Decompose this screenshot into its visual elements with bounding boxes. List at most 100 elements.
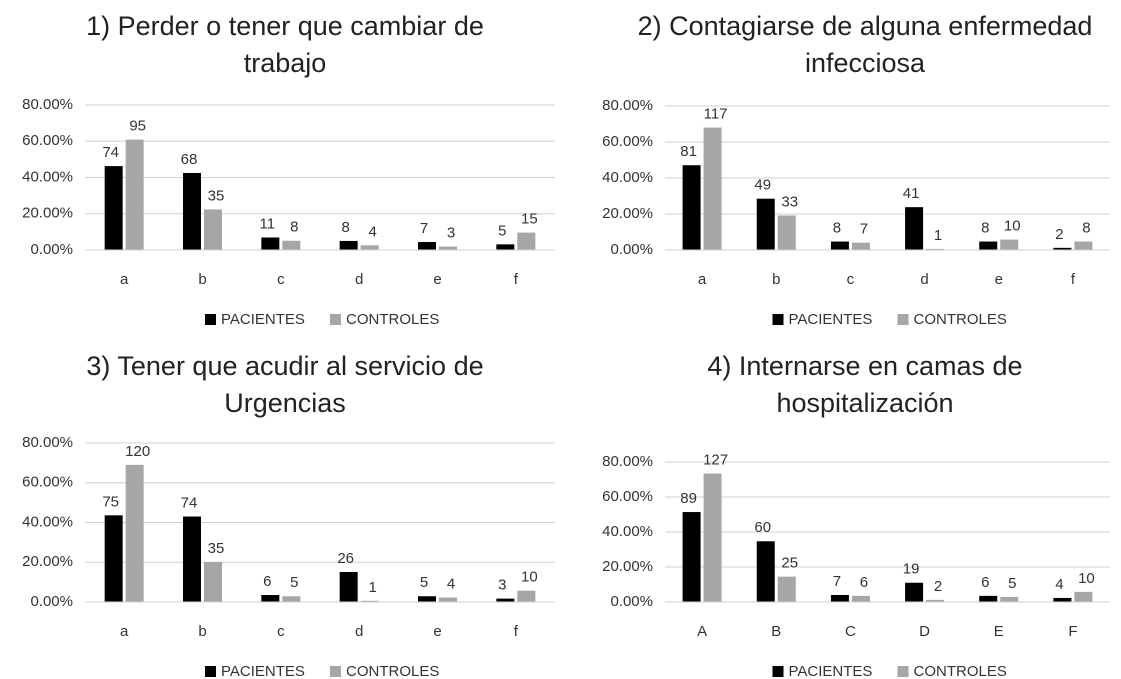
data-label: 7 — [833, 573, 841, 590]
data-label: 6 — [263, 573, 271, 590]
legend-swatch — [330, 666, 341, 677]
bar — [777, 215, 796, 250]
legend-swatch — [897, 314, 909, 325]
data-label: 89 — [680, 490, 697, 507]
chart-title: 3) Tener que acudir al servicio de Urgen… — [86, 351, 484, 418]
x-tick-label: f — [1071, 271, 1076, 288]
data-label: 10 — [521, 569, 538, 586]
legend-label: PACIENTES — [221, 663, 305, 679]
data-label: 5 — [1008, 575, 1016, 592]
data-label: 95 — [129, 118, 146, 135]
bar — [125, 139, 144, 250]
data-label: 6 — [860, 574, 868, 591]
y-tick-label: 60.00% — [602, 488, 653, 505]
chart-panel: 0.00% 20.00% 40.00% 60.00% 80.00% a 81 117 b 49 33… — [560, 0, 1120, 339]
data-label: 33 — [781, 193, 798, 210]
data-label: 10 — [1004, 218, 1021, 235]
data-label: 19 — [903, 561, 920, 578]
data-label: 4 — [447, 575, 455, 592]
data-label: 8 — [1082, 220, 1090, 237]
bar — [682, 512, 701, 602]
legend-label: PACIENTES — [789, 311, 873, 328]
bar — [517, 232, 536, 250]
x-tick-label: E — [994, 623, 1004, 640]
bar — [282, 240, 301, 250]
y-tick-label: 0.00% — [30, 593, 73, 610]
y-tick-label: 60.00% — [22, 132, 73, 149]
legend-swatch — [205, 666, 216, 677]
data-label: 49 — [754, 177, 771, 194]
bar — [204, 209, 222, 250]
legend-swatch — [772, 314, 784, 325]
legend-swatch — [205, 314, 216, 325]
chart: 0.00%20.00%40.00%60.00%80.00%A89127B6025… — [602, 452, 1110, 679]
data-label: 4 — [368, 223, 376, 240]
bar — [261, 595, 280, 602]
x-tick-label: a — [120, 623, 129, 640]
x-tick-label: c — [277, 271, 285, 288]
legend-label: CONTROLES — [346, 663, 439, 679]
chart: 0.00%20.00%40.00%60.00%80.00%a81117b4933… — [602, 97, 1110, 328]
x-tick-label: d — [355, 623, 363, 640]
x-tick-label: b — [772, 271, 780, 288]
y-tick-label: 80.00% — [602, 97, 653, 114]
bar — [282, 596, 301, 602]
data-label: 5 — [290, 574, 298, 591]
y-tick-label: 40.00% — [22, 513, 73, 530]
bar — [682, 165, 701, 250]
bar — [1053, 247, 1072, 250]
bar — [339, 240, 358, 250]
data-label: 5 — [498, 222, 506, 239]
bar — [1074, 591, 1093, 602]
data-label: 6 — [981, 574, 989, 591]
x-tick-label: a — [120, 271, 129, 288]
y-tick-label: 20.00% — [22, 553, 73, 570]
y-tick-label: 20.00% — [22, 205, 73, 222]
legend-label: CONTROLES — [346, 311, 439, 328]
chart-panel: 0.00% 20.00% 40.00% 60.00% 80.00% A 89 127 B 60 25… — [560, 340, 1120, 679]
y-tick-label: 60.00% — [602, 133, 653, 150]
data-label: 8 — [981, 220, 989, 237]
x-tick-label: A — [697, 623, 707, 640]
bar — [851, 242, 870, 250]
chart-panel: 0.00% 20.00% 40.00% 60.00% 80.00% a 75 120 b 74 35… — [0, 340, 560, 679]
x-tick-label: C — [845, 623, 856, 640]
bar — [703, 473, 722, 602]
bar — [183, 516, 201, 602]
x-tick-label: b — [198, 271, 206, 288]
bar — [125, 464, 144, 602]
x-tick-label: d — [355, 271, 363, 288]
data-label: 26 — [337, 550, 354, 567]
chart: 0.00%20.00%40.00%60.00%80.00%a7495b6835c… — [22, 96, 555, 328]
y-tick-label: 20.00% — [602, 558, 653, 575]
x-tick-label: D — [919, 623, 930, 640]
bar — [104, 166, 123, 250]
x-tick-label: c — [277, 623, 285, 640]
x-tick-label: B — [771, 623, 781, 640]
bar — [979, 241, 998, 250]
data-label: 8 — [290, 219, 298, 236]
chart-title: 2) Contagiarse de alguna enfermedad infe… — [637, 11, 1093, 78]
data-label: 1 — [368, 579, 376, 596]
bar — [777, 576, 796, 602]
bar — [1053, 597, 1072, 602]
data-label: 41 — [903, 185, 920, 202]
data-label: 25 — [781, 555, 798, 572]
bar — [1000, 239, 1019, 250]
data-label: 74 — [181, 495, 198, 512]
x-tick-label: e — [995, 271, 1003, 288]
bar — [496, 598, 515, 602]
x-tick-label: e — [433, 271, 441, 288]
y-tick-label: 60.00% — [22, 474, 73, 491]
y-tick-label: 80.00% — [22, 96, 73, 113]
chart-panel: 0.00% 20.00% 40.00% 60.00% 80.00% a 74 95 b 68 35 c… — [0, 0, 560, 339]
y-tick-label: 40.00% — [602, 169, 653, 186]
bar — [439, 246, 457, 250]
bar — [439, 597, 457, 602]
data-label: 3 — [498, 577, 506, 594]
legend-label: PACIENTES — [221, 311, 305, 328]
data-label: 35 — [208, 187, 225, 204]
y-tick-label: 80.00% — [22, 434, 73, 451]
x-tick-label: F — [1068, 623, 1077, 640]
